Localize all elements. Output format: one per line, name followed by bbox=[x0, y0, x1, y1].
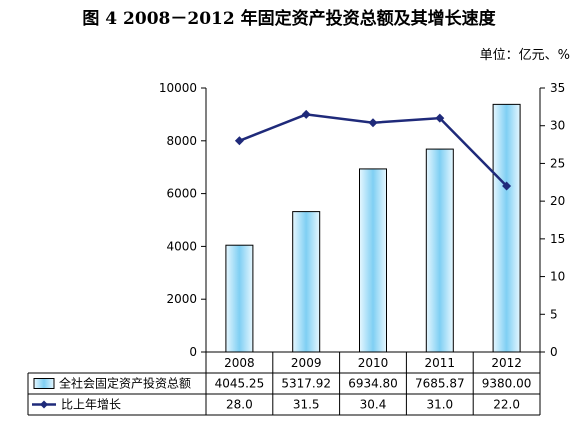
right-tick-label: 30 bbox=[550, 119, 565, 133]
left-tick-label: 4000 bbox=[166, 239, 197, 253]
growth-marker-2010 bbox=[368, 118, 378, 128]
table-line-value: 28.0 bbox=[226, 398, 253, 412]
left-tick-label: 10000 bbox=[159, 81, 197, 95]
right-tick-label: 10 bbox=[550, 270, 565, 284]
right-tick-label: 35 bbox=[550, 81, 565, 95]
table-bar-value: 5317.92 bbox=[281, 377, 331, 391]
growth-marker-2009 bbox=[301, 109, 311, 119]
table-bar-value: 9380.00 bbox=[482, 377, 532, 391]
right-tick-label: 5 bbox=[550, 307, 558, 321]
growth-marker-2012 bbox=[502, 181, 512, 191]
left-tick-label: 8000 bbox=[166, 134, 197, 148]
table-line-value: 31.0 bbox=[426, 398, 453, 412]
category-label: 2011 bbox=[425, 356, 456, 370]
table-line-value: 22.0 bbox=[493, 398, 520, 412]
right-tick-label: 0 bbox=[550, 345, 558, 359]
legend-bar-label: 全社会固定资产投资总额 bbox=[59, 376, 191, 391]
table-line-value: 31.5 bbox=[293, 398, 320, 412]
left-tick-label: 0 bbox=[189, 345, 197, 359]
growth-marker-2008 bbox=[234, 136, 244, 146]
table-bar-value: 6934.80 bbox=[348, 377, 398, 391]
right-tick-label: 20 bbox=[550, 194, 565, 208]
legend-line-marker bbox=[40, 400, 48, 409]
category-label: 2012 bbox=[491, 356, 522, 370]
bar-2012 bbox=[492, 103, 521, 353]
bar-2009 bbox=[292, 211, 321, 353]
left-tick-label: 2000 bbox=[166, 292, 197, 306]
chart-title: 图 4 2008－2012 年固定资产投资总额及其增长速度 bbox=[82, 9, 496, 29]
right-tick-label: 25 bbox=[550, 156, 565, 170]
table-line-value: 30.4 bbox=[360, 398, 387, 412]
table-bar-value: 7685.87 bbox=[415, 377, 465, 391]
bar-2008 bbox=[225, 244, 254, 353]
category-label: 2010 bbox=[358, 356, 389, 370]
legend-bar-swatch bbox=[33, 378, 55, 389]
growth-marker-2011 bbox=[435, 113, 445, 123]
unit-label: 单位：亿元、% bbox=[479, 48, 570, 63]
legend-line-label: 比上年增长 bbox=[61, 398, 121, 412]
bar-2011 bbox=[425, 148, 454, 353]
right-tick-label: 15 bbox=[550, 232, 565, 246]
category-label: 2009 bbox=[291, 356, 322, 370]
category-label: 2008 bbox=[224, 356, 255, 370]
bar-2010 bbox=[359, 168, 387, 353]
left-tick-label: 6000 bbox=[166, 187, 197, 201]
table-bar-value: 4045.25 bbox=[215, 377, 265, 391]
